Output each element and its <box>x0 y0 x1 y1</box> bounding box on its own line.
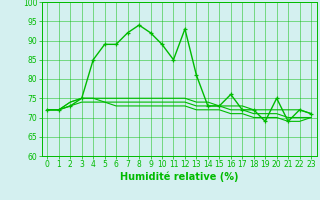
X-axis label: Humidité relative (%): Humidité relative (%) <box>120 172 238 182</box>
